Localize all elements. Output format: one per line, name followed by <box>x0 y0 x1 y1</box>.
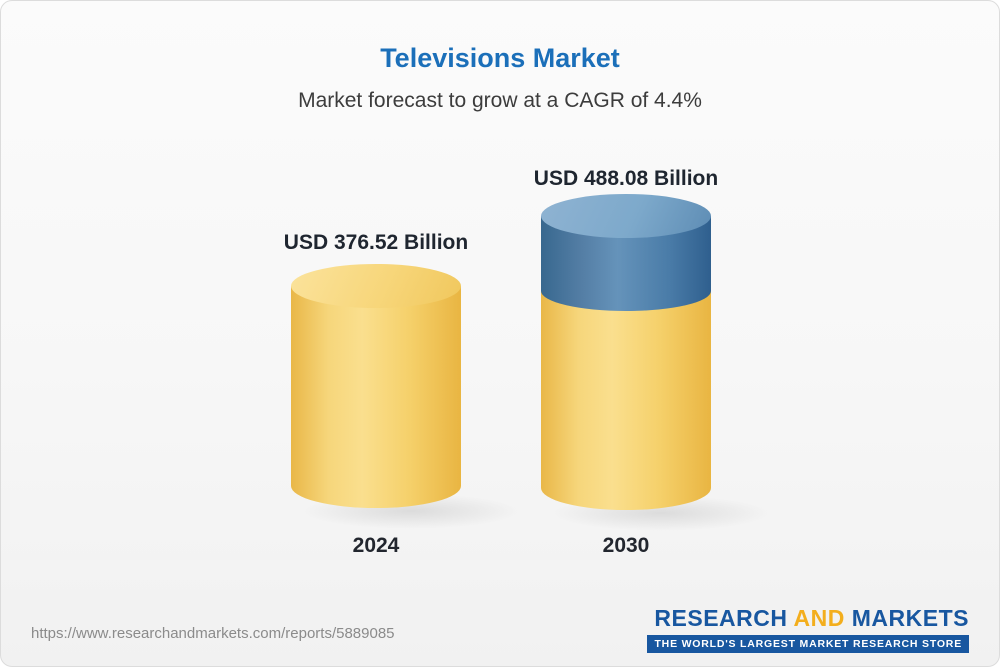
logo-tagline: THE WORLD'S LARGEST MARKET RESEARCH STOR… <box>647 635 969 653</box>
logo-word-markets: MARKETS <box>851 605 969 631</box>
logo-wordmark: RESEARCH AND MARKETS <box>647 605 969 632</box>
bar-2030 <box>541 194 711 510</box>
value-label-2024: USD 376.52 Billion <box>283 231 469 254</box>
bar-2030-base-body <box>541 291 711 510</box>
axis-label-2030: 2030 <box>602 534 650 557</box>
value-label-2030: USD 488.08 Billion <box>533 167 719 190</box>
chart-subtitle: Market forecast to grow at a CAGR of 4.4… <box>298 89 702 112</box>
bar-2024-top <box>291 264 461 308</box>
axis-label-2024: 2024 <box>352 534 400 557</box>
bar-2024 <box>291 264 461 508</box>
research-and-markets-logo: RESEARCH AND MARKETS THE WORLD'S LARGEST… <box>647 605 969 653</box>
logo-word-and: AND <box>793 605 845 631</box>
report-url: https://www.researchandmarkets.com/repor… <box>31 625 395 642</box>
bar-2030-top <box>541 194 711 238</box>
chart-title: Televisions Market <box>380 43 620 73</box>
logo-word-research: RESEARCH <box>654 605 788 631</box>
bar-2024-body <box>291 286 461 508</box>
